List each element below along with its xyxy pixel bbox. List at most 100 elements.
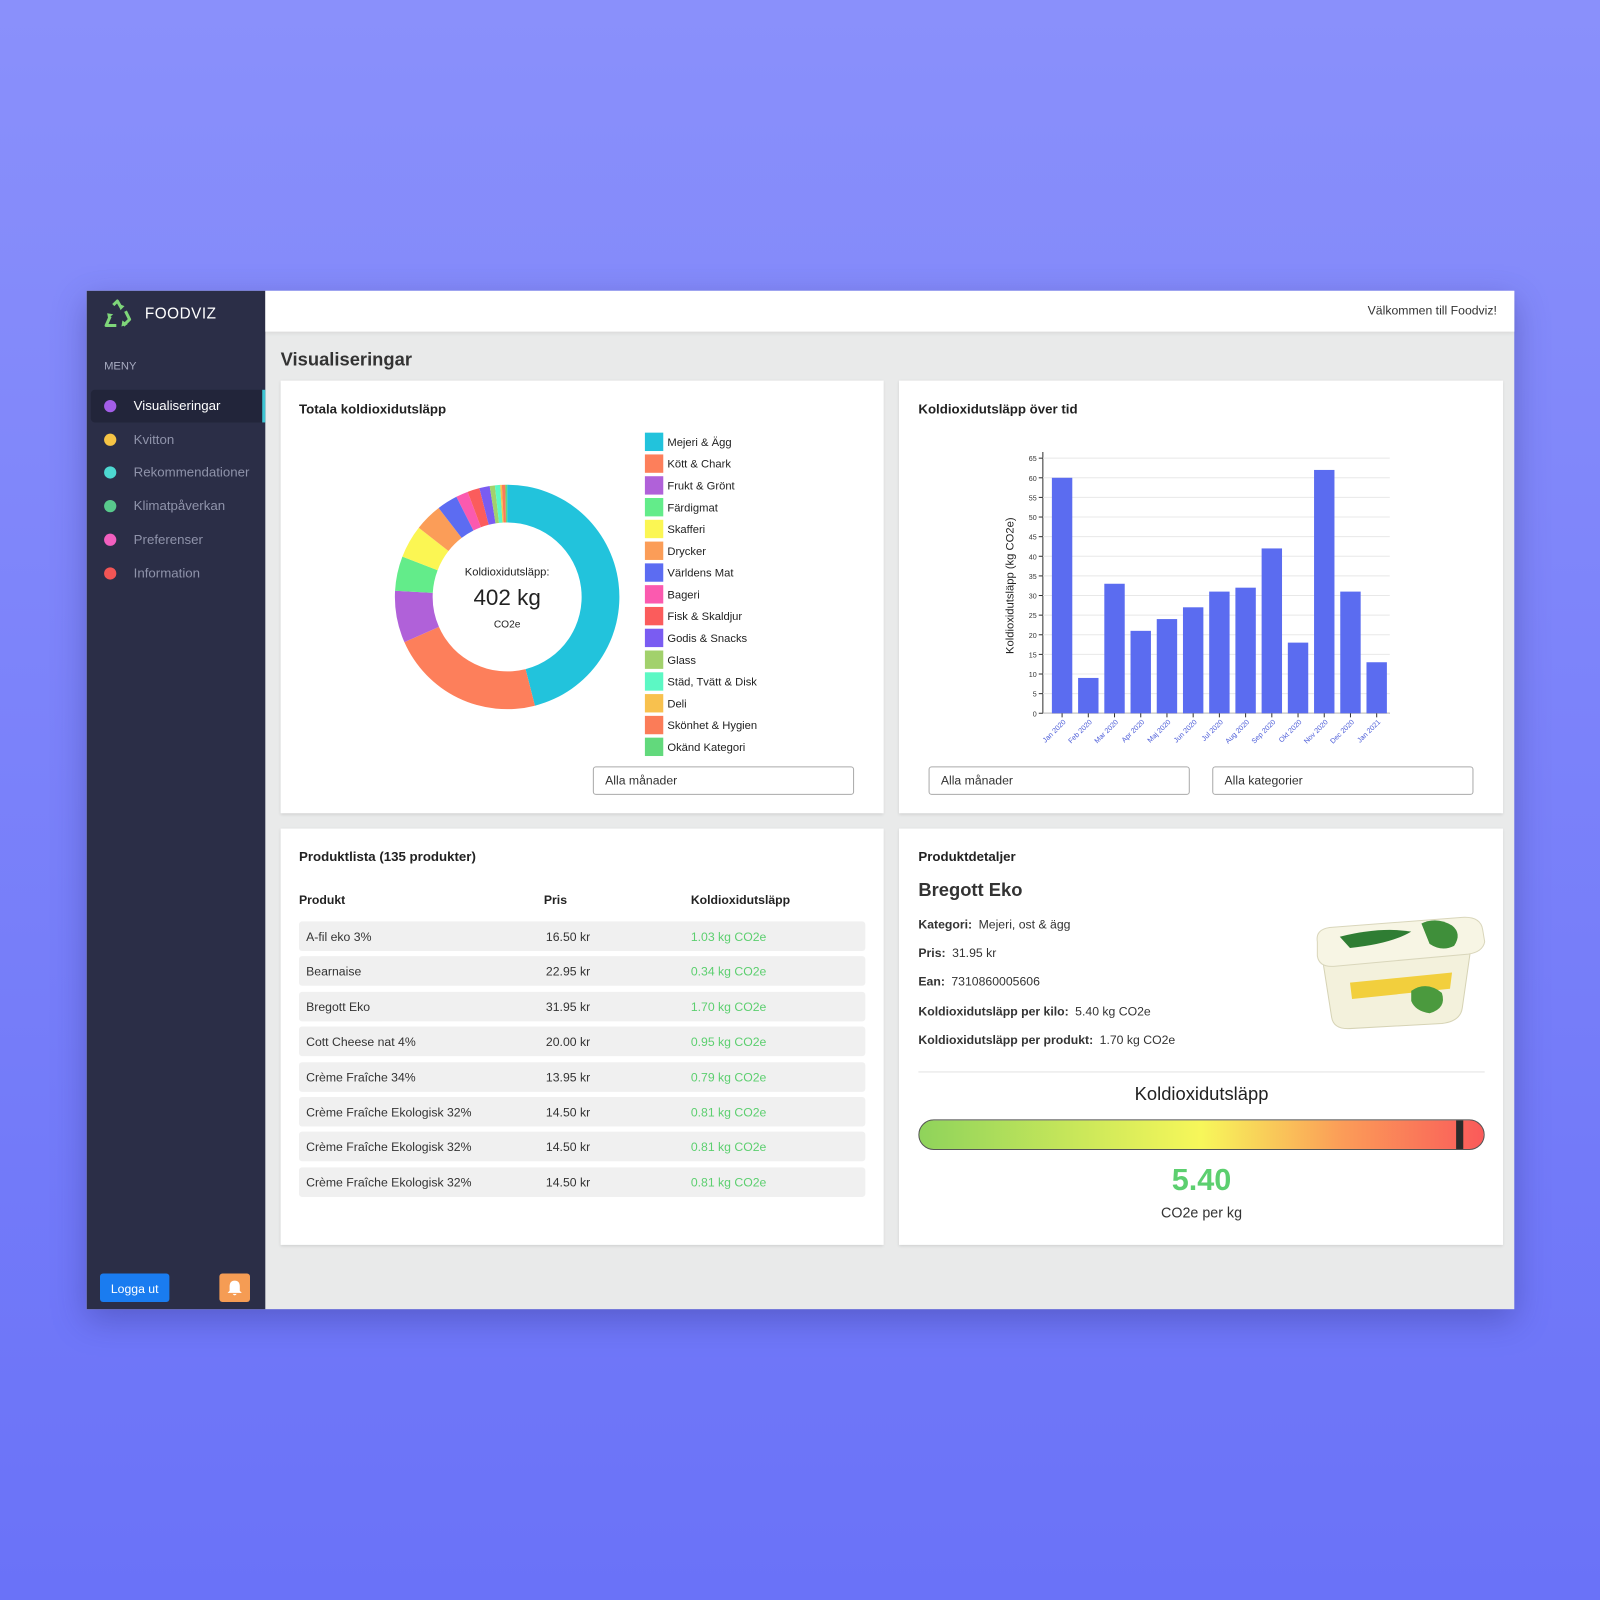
y-tick-label: 30 (1029, 593, 1037, 601)
product-name: Crème Fraîche Ekologisk 32% (306, 1105, 472, 1120)
menu-item[interactable]: Klimatpåverkan (133, 498, 226, 514)
detail-label: Koldioxidutsläpp per produkt: (918, 1032, 1094, 1047)
detail-row: Pris: 31.95 kr (918, 946, 996, 960)
legend-swatch (644, 628, 664, 648)
detail-row: Koldioxidutsläpp per kilo: 5.40 kg CO2e (918, 1004, 1150, 1018)
gauge-marker (1456, 1120, 1464, 1149)
x-tick-label: Jul 2020 (1200, 718, 1225, 743)
logout-button[interactable]: Logga ut (99, 1273, 170, 1303)
product-row[interactable] (298, 956, 866, 987)
x-tick-label: Jun 2020 (1172, 718, 1198, 744)
legend-label: Kött & Chark (667, 459, 731, 471)
column-header: Pris (543, 892, 568, 908)
y-tick-label: 60 (1029, 475, 1037, 483)
x-tick-label: Jan 2020 (1041, 718, 1067, 744)
bar (1104, 583, 1125, 714)
x-tick-label: Sep 2020 (1250, 718, 1277, 745)
bell-icon (227, 1280, 242, 1296)
menu-icon (104, 533, 117, 546)
product-co2: 0.81 kg CO2e (690, 1105, 767, 1120)
product-name: Crème Fraîche Ekologisk 32% (306, 1140, 472, 1155)
y-tick-label: 15 (1029, 651, 1037, 659)
y-tick-label: 20 (1029, 632, 1037, 640)
menu-item[interactable]: Visualiseringar (133, 397, 221, 414)
donut-segment (395, 556, 438, 593)
legend-swatch (644, 694, 664, 713)
legend-swatch (644, 541, 664, 560)
legend-label: Glass (667, 655, 696, 667)
legend-label: Deli (667, 698, 686, 710)
notification-button[interactable] (219, 1273, 250, 1303)
product-row[interactable] (298, 991, 866, 1022)
donut-segment (456, 491, 481, 531)
donut-center-label: Koldioxidutsläpp: (465, 567, 550, 579)
legend-label: Okänd Kategori (667, 742, 745, 754)
x-tick-label: Nov 2020 (1303, 718, 1330, 745)
legend-label: Godis & Snacks (667, 633, 747, 645)
bar (1156, 619, 1178, 714)
donut-segment (501, 484, 506, 523)
legend-label: Bageri (667, 589, 699, 601)
product-row[interactable] (298, 1096, 866, 1127)
card-title: Produktlista (135 produkter) (298, 848, 476, 865)
menu-item[interactable]: Preferenser (133, 531, 203, 547)
detail-label: Pris: (918, 946, 946, 961)
product-row[interactable] (298, 1167, 866, 1197)
y-axis-label: Koldioxidutsläpp (kg CO2e) (1004, 517, 1016, 654)
dropdown[interactable]: Alla kategorier (1212, 766, 1474, 795)
legend-swatch (644, 563, 664, 582)
legend-swatch (644, 476, 664, 495)
active-indicator (262, 389, 266, 423)
y-tick-label: 25 (1029, 612, 1037, 620)
donut-center-unit: CO2e (494, 620, 521, 631)
product-name: Cott Cheese nat 4% (306, 1034, 416, 1050)
legend-label: Skönhet & Hygien (667, 720, 757, 732)
product-price: 14.50 kr (545, 1105, 591, 1120)
dropdown[interactable]: Alla månader (592, 766, 855, 795)
product-row[interactable] (298, 921, 866, 952)
bar (1366, 662, 1387, 714)
donut-segment (394, 590, 439, 643)
menu-item[interactable]: Kvitton (133, 431, 175, 447)
legend-label: Drycker (667, 546, 706, 558)
legend-swatch (644, 737, 664, 757)
donut-segment (438, 496, 474, 538)
detail-row: Koldioxidutsläpp per produkt: 1.70 kg CO… (918, 1032, 1175, 1046)
y-tick-label: 5 (1033, 691, 1037, 699)
x-tick-label: Feb 2020 (1067, 718, 1094, 745)
y-tick-label: 35 (1029, 573, 1037, 581)
y-tick-label: 0 (1033, 710, 1037, 718)
column-header: Koldioxidutsläpp (690, 892, 791, 908)
column-header: Produkt (298, 892, 346, 908)
product-price: 16.50 kr (545, 929, 591, 944)
y-tick-label: 40 (1029, 553, 1037, 561)
bar (1051, 477, 1073, 714)
divider (918, 1071, 1485, 1073)
donut-segment (505, 484, 508, 523)
product-name: Bearnaise (306, 964, 362, 979)
donut-segment (402, 527, 449, 571)
x-tick-label: Maj 2020 (1146, 718, 1172, 744)
product-name: Crème Fraîche 34% (306, 1069, 416, 1085)
product-co2: 0.81 kg CO2e (690, 1175, 767, 1190)
dropdown[interactable]: Alla månader (928, 766, 1190, 795)
y-tick-label: 50 (1029, 514, 1037, 522)
x-tick-label: Mar 2020 (1093, 718, 1120, 745)
bar (1314, 469, 1335, 714)
legend-label: Färdigmat (667, 502, 718, 514)
menu-icon (104, 466, 117, 479)
menu-item[interactable]: Rekommendationer (133, 464, 250, 480)
menu-item[interactable]: Information (133, 564, 201, 581)
product-row[interactable] (298, 1026, 866, 1057)
product-row[interactable] (298, 1132, 866, 1162)
detail-label: Koldioxidutsläpp per kilo: (918, 1003, 1069, 1018)
gauge-title: Koldioxidutsläpp (1134, 1083, 1269, 1105)
donut-segment (467, 488, 489, 528)
product-row[interactable] (298, 1061, 866, 1092)
legend-swatch (644, 498, 664, 517)
legend-label: Städ, Tvätt & Disk (667, 677, 757, 689)
page-title: Visualiseringar (280, 348, 412, 370)
